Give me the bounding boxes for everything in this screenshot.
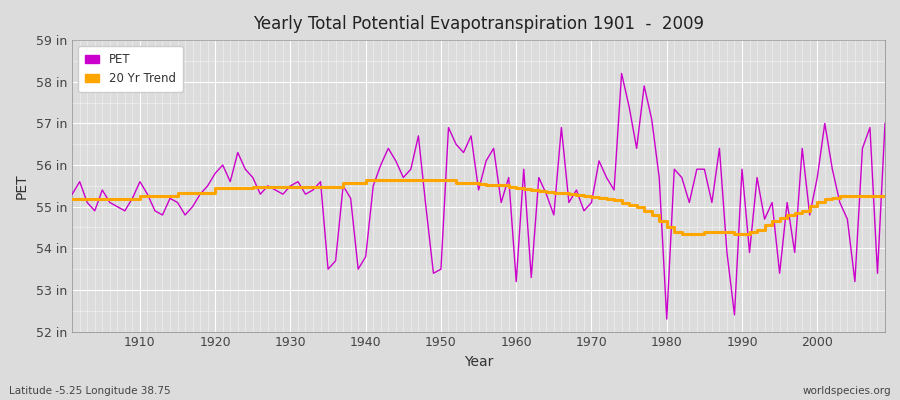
PET [662,317,672,322]
20 Yr Trend [127,197,138,202]
Legend: PET, 20 Yr Trend: PET, 20 Yr Trend [78,46,183,92]
PET [127,196,138,201]
20 Yr Trend [338,180,348,185]
Text: worldspecies.org: worldspecies.org [803,386,891,396]
20 Yr Trend [608,198,619,203]
Line: 20 Yr Trend: 20 Yr Trend [72,180,885,234]
PET [601,175,612,180]
PET [879,121,890,126]
20 Yr Trend [360,177,371,182]
20 Yr Trend [511,186,522,190]
PET [511,279,522,284]
Title: Yearly Total Potential Evapotranspiration 1901  -  2009: Yearly Total Potential Evapotranspiratio… [253,15,704,33]
20 Yr Trend [518,187,529,192]
Line: PET: PET [72,74,885,319]
20 Yr Trend [677,231,688,236]
PET [503,175,514,180]
20 Yr Trend [67,197,77,202]
X-axis label: Year: Year [464,355,493,369]
20 Yr Trend [292,185,303,190]
PET [292,179,303,184]
Text: Latitude -5.25 Longitude 38.75: Latitude -5.25 Longitude 38.75 [9,386,171,396]
20 Yr Trend [879,194,890,199]
Y-axis label: PET: PET [15,173,29,199]
PET [616,71,627,76]
PET [67,192,77,196]
PET [338,184,348,188]
